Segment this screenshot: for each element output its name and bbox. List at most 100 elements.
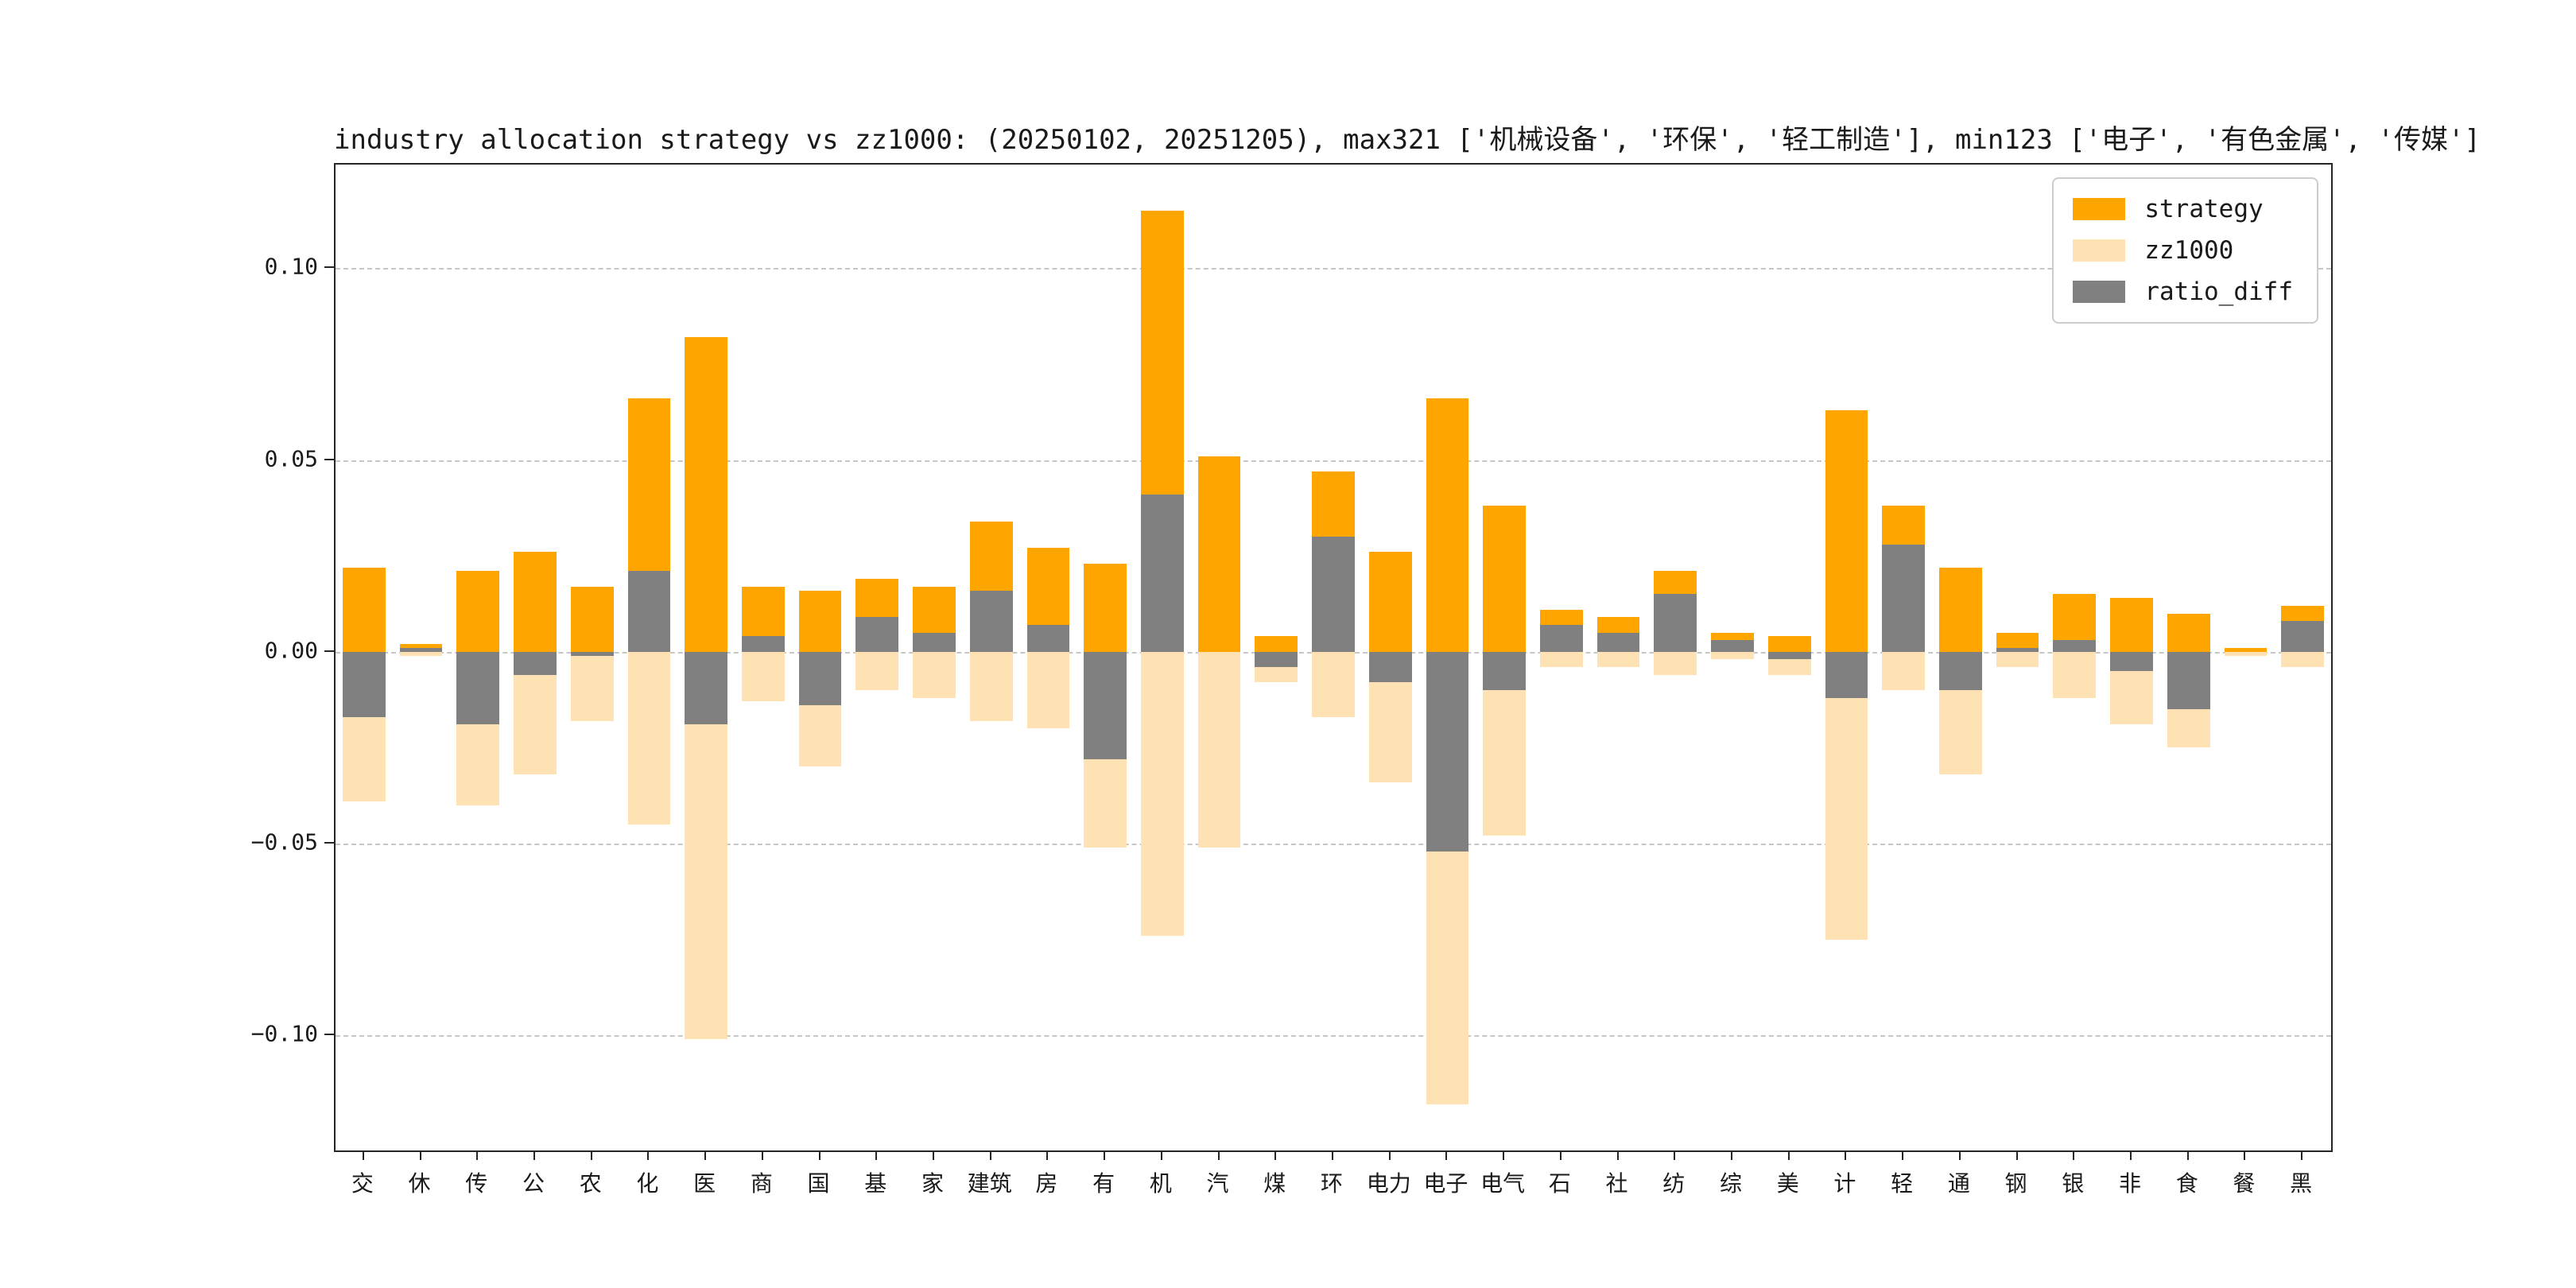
xtick-label-建筑: 建筑 [967, 1170, 1012, 1197]
bar-zz1000-房 [1026, 651, 1070, 729]
ytick-mark [324, 650, 334, 652]
bar-zz1000-计 [1825, 651, 1868, 940]
xtick-label-电子: 电子 [1423, 1170, 1468, 1197]
bar-ratio_diff-家 [913, 632, 956, 652]
xtick-mark [647, 1150, 650, 1160]
xtick-label-基: 基 [864, 1170, 887, 1197]
xtick-mark [590, 1150, 592, 1160]
bar-strategy-餐 [2224, 647, 2268, 652]
xtick-label-公: 公 [522, 1170, 545, 1197]
bar-ratio_diff-食 [2167, 651, 2210, 710]
bar-strategy-食 [2167, 613, 2210, 652]
bar-ratio_diff-公 [514, 651, 557, 675]
xtick-label-有: 有 [1092, 1170, 1115, 1197]
bar-zz1000-银 [2053, 651, 2097, 698]
bar-zz1000-建筑 [969, 651, 1013, 721]
bar-strategy-医 [685, 337, 728, 652]
xtick-mark [1845, 1150, 1847, 1160]
xtick-label-环: 环 [1320, 1170, 1344, 1197]
bar-ratio_diff-农 [570, 651, 614, 656]
xtick-mark [2301, 1150, 2303, 1160]
xtick-mark [875, 1150, 878, 1160]
bar-ratio_diff-计 [1825, 651, 1868, 698]
xtick-mark [2244, 1150, 2246, 1160]
bar-strategy-休 [399, 644, 443, 652]
legend-item-ratio_diff: ratio_diff [2073, 277, 2293, 306]
xtick-mark [2186, 1150, 2189, 1160]
bar-ratio_diff-社 [1596, 632, 1640, 652]
xtick-label-餐: 餐 [2233, 1170, 2256, 1197]
xtick-mark [989, 1150, 991, 1160]
xtick-mark [761, 1150, 763, 1160]
legend-swatch-ratio_diff [2073, 281, 2126, 303]
xtick-mark [1674, 1150, 1676, 1160]
gridline-y-0.10 [336, 268, 2331, 270]
legend-item-strategy: strategy [2073, 195, 2293, 223]
xtick-label-银: 银 [2062, 1170, 2085, 1197]
xtick-mark [1445, 1150, 1448, 1160]
bar-ratio_diff-基 [855, 617, 899, 652]
bar-strategy-电力 [1368, 552, 1412, 652]
xtick-label-交: 交 [351, 1170, 374, 1197]
xtick-label-计: 计 [1833, 1170, 1856, 1197]
xtick-label-石: 石 [1548, 1170, 1571, 1197]
bar-ratio_diff-化 [627, 571, 671, 652]
xtick-mark [1559, 1150, 1562, 1160]
bar-ratio_diff-电气 [1483, 651, 1527, 690]
bar-ratio_diff-商 [741, 636, 785, 652]
xtick-mark [1731, 1150, 1732, 1160]
bar-zz1000-社 [1596, 651, 1640, 668]
bar-strategy-国 [798, 590, 842, 652]
bar-ratio_diff-房 [1026, 624, 1070, 652]
xtick-label-农: 农 [579, 1170, 602, 1197]
xtick-label-电力: 电力 [1366, 1170, 1411, 1197]
xtick-label-国: 国 [807, 1170, 830, 1197]
xtick-label-通: 通 [1947, 1170, 1970, 1197]
bar-strategy-计 [1825, 409, 1868, 652]
bar-strategy-电子 [1426, 398, 1469, 652]
bar-ratio_diff-电子 [1426, 651, 1469, 852]
bar-ratio_diff-轻 [1882, 544, 1926, 652]
gridline-y-0.05 [336, 460, 2331, 462]
legend-swatch-zz1000 [2073, 239, 2126, 262]
xtick-label-美: 美 [1776, 1170, 1799, 1197]
bar-ratio_diff-综 [1711, 640, 1754, 652]
xtick-mark [1332, 1150, 1333, 1160]
bar-zz1000-机 [1140, 651, 1184, 936]
bar-ratio_diff-煤 [1255, 651, 1298, 668]
legend-item-zz1000: zz1000 [2073, 236, 2293, 265]
xtick-mark [1503, 1150, 1505, 1160]
xtick-mark [2130, 1150, 2132, 1160]
xtick-mark [533, 1150, 535, 1160]
xtick-mark [2073, 1150, 2075, 1160]
bar-zz1000-农 [570, 651, 614, 721]
bar-zz1000-环 [1312, 651, 1355, 717]
legend-swatch-strategy [2073, 198, 2126, 220]
xtick-mark [1388, 1150, 1391, 1160]
xtick-label-黑: 黑 [2290, 1170, 2313, 1197]
bar-strategy-公 [514, 552, 557, 652]
xtick-label-医: 医 [693, 1170, 716, 1197]
xtick-label-传: 传 [465, 1170, 488, 1197]
ytick-mark [324, 458, 334, 460]
ytick-label-−0.05: −0.05 [250, 828, 318, 855]
xtick-label-汽: 汽 [1206, 1170, 1229, 1197]
bar-ratio_diff-环 [1312, 537, 1355, 652]
xtick-mark [933, 1150, 934, 1160]
xtick-label-家: 家 [921, 1170, 945, 1197]
xtick-label-化: 化 [636, 1170, 659, 1197]
bar-zz1000-汽 [1197, 651, 1241, 848]
bar-ratio_diff-机 [1140, 494, 1184, 652]
bar-ratio_diff-银 [2053, 640, 2097, 652]
bar-strategy-交 [342, 567, 386, 652]
bar-strategy-有 [1084, 563, 1127, 652]
ytick-mark [324, 842, 334, 844]
bar-ratio_diff-电力 [1368, 651, 1412, 683]
bar-ratio_diff-通 [1938, 651, 1982, 690]
xtick-mark [1217, 1150, 1220, 1160]
xtick-mark [1958, 1150, 1961, 1160]
bar-zz1000-休 [399, 651, 443, 656]
legend: strategy zz1000 ratio_diff [2052, 177, 2318, 324]
plot-area: strategy zz1000 ratio_diff [334, 163, 2333, 1152]
